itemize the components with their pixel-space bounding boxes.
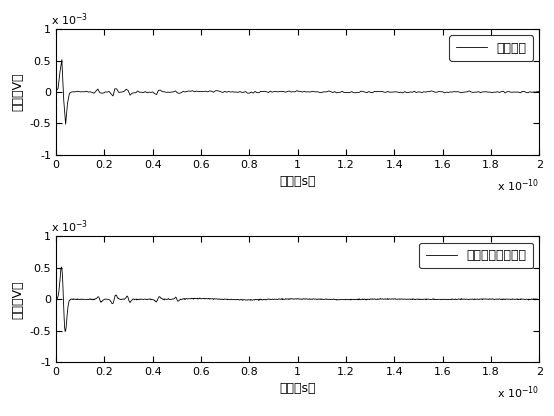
X-axis label: 时间（s）: 时间（s） xyxy=(279,382,316,396)
X-axis label: 时间（s）: 时间（s） xyxy=(279,175,316,188)
Legend: 修复后的参考信号: 修复后的参考信号 xyxy=(419,243,533,268)
Text: x 10$^{-10}$: x 10$^{-10}$ xyxy=(497,385,540,401)
Text: x 10$^{-3}$: x 10$^{-3}$ xyxy=(52,219,89,235)
Text: x 10$^{-10}$: x 10$^{-10}$ xyxy=(497,177,540,194)
Y-axis label: 幅度（V）: 幅度（V） xyxy=(11,280,24,319)
Legend: 参考信号: 参考信号 xyxy=(449,35,533,61)
Text: x 10$^{-3}$: x 10$^{-3}$ xyxy=(52,11,89,28)
Y-axis label: 幅度（V）: 幅度（V） xyxy=(11,73,24,111)
